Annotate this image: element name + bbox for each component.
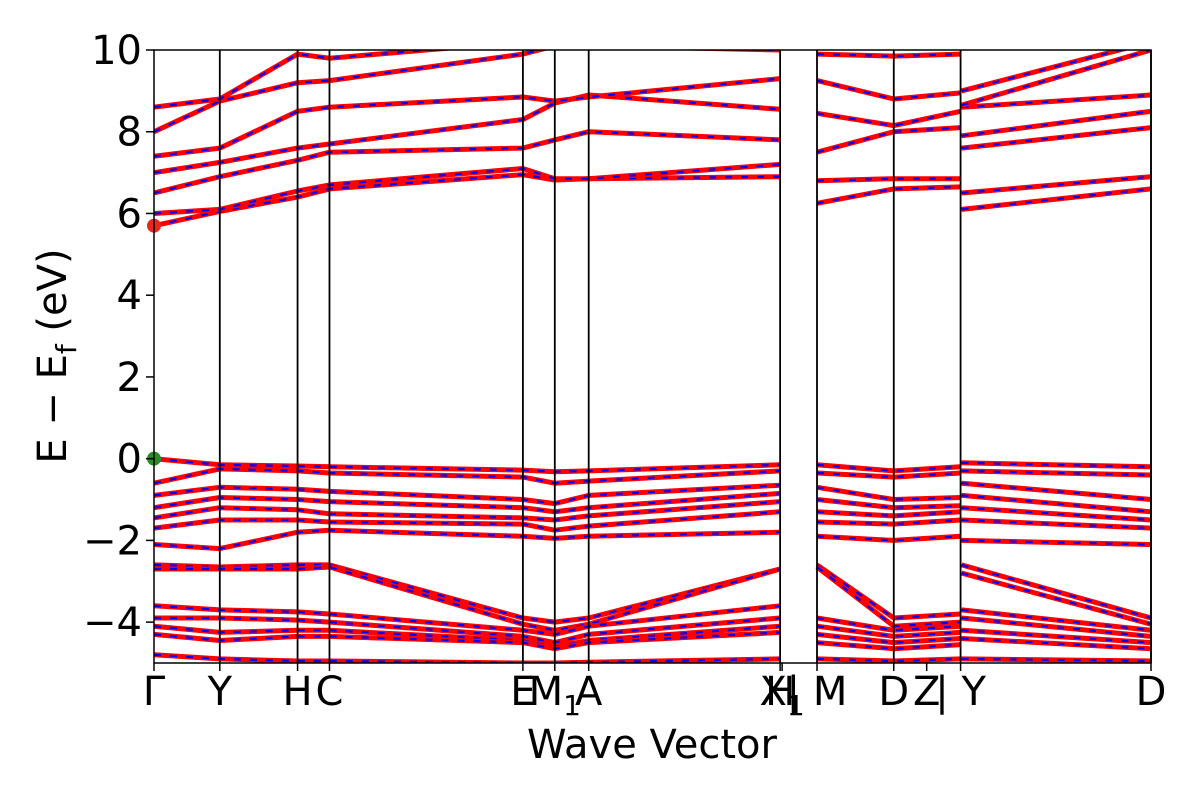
y-tick-label-1: 8 — [117, 110, 142, 156]
valence-band-5-spin-down-0 — [154, 510, 781, 532]
conduction-band-1-spin-down-0 — [154, 163, 781, 215]
conduction-band-2-spin-down-0 — [154, 130, 781, 195]
x-tick-label-8: X1 — [759, 669, 804, 722]
valence-band-7-spin-down-0 — [154, 563, 781, 624]
y-axis-label-subscript: f — [50, 343, 83, 354]
valence-band-4-spin-up-2 — [961, 505, 1151, 523]
valence-band-2-spin-up-2 — [961, 480, 1151, 502]
valence-band-7-spin-down-2 — [961, 563, 1151, 620]
valence-band-10-spin-down-0 — [154, 616, 781, 644]
x-tick-label-3: C — [316, 669, 344, 715]
x-tick-label-9: | M — [787, 669, 848, 715]
valence-band-12-spin-down-0 — [154, 631, 781, 650]
valence-band-10-spin-up-2 — [961, 615, 1151, 639]
plot-frame — [153, 49, 1152, 664]
conduction-band-5-spin-down-2 — [961, 50, 1151, 107]
valence-band-13-spin-down-0 — [154, 653, 781, 663]
valence-band-13-spin-up-2 — [961, 656, 1151, 663]
conduction-band-5-spin-down-0 — [154, 50, 781, 133]
x-tick-label-13: D — [1136, 669, 1167, 715]
x-tick-label-0: Γ — [143, 669, 166, 715]
y-tick-label-6: −2 — [83, 518, 142, 564]
conduction-band-3-spin-up-2 — [961, 108, 1151, 139]
x-tick-label-12: | Y — [935, 669, 986, 715]
x-tick-label-4: E — [510, 669, 535, 715]
x-tick-label-10: D — [878, 669, 909, 715]
y-tick-label-3: 4 — [117, 273, 142, 319]
y-tick-label-5: 0 — [117, 437, 142, 483]
conduction-band-4-spin-down-0 — [154, 77, 781, 158]
conduction-band-1-spin-up-2 — [961, 174, 1151, 196]
y-axis-ticks: 10 8 6 4 2 0 −2 −4 — [83, 28, 154, 646]
valence-band-0-spin-down-0 — [154, 457, 781, 473]
valence-band-6-spin-down-0 — [154, 529, 781, 550]
valence-band-5-spin-up-2 — [961, 517, 1151, 531]
conduction-band-6-spin-down-0 — [154, 50, 440, 109]
valence-band-3-spin-up-2 — [961, 492, 1151, 515]
x-tick-label-7: H — [765, 669, 795, 715]
x-axis-label: Wave Vector — [527, 722, 778, 768]
valence-band-11-spin-down-0 — [154, 625, 781, 648]
x-tick-label-1: Y — [207, 669, 233, 715]
y-tick-label-0: 10 — [91, 28, 142, 74]
valence-band-12-spin-up-2 — [961, 636, 1151, 652]
valence-band-1-spin-down-0 — [154, 467, 781, 485]
bands-layer — [154, 50, 1151, 663]
valence-band-1-spin-up-2 — [961, 468, 1151, 478]
conduction-band-2-spin-up-2 — [961, 125, 1151, 151]
valence-band-6-spin-up-2 — [961, 537, 1151, 547]
valence-band-4-spin-down-0 — [154, 500, 781, 522]
y-axis-label-main: E − E — [30, 354, 76, 464]
y-tick-label-4: 2 — [117, 355, 142, 401]
y-axis-label-unit: (eV) — [30, 248, 76, 344]
x-tick-label-5: M1 — [529, 669, 581, 722]
valence-band-11-spin-up-2 — [961, 627, 1151, 646]
conduction-band-0-spin-up-2 — [961, 186, 1151, 212]
valence-band-9-spin-down-0 — [154, 604, 781, 636]
valence-band-8-spin-down-2 — [961, 572, 1151, 626]
y-axis-label: E − Ef (eV) — [30, 248, 83, 463]
valence-band-0-spin-up-2 — [961, 460, 1151, 470]
conduction-band-6-spin-down-2 — [961, 50, 1124, 92]
y-tick-label-7: −4 — [83, 600, 142, 646]
x-tick-label-11: Z — [913, 669, 940, 715]
valence-band-2-spin-down-0 — [154, 484, 781, 505]
x-tick-label-6: A — [575, 669, 603, 715]
valence-band-3-spin-down-0 — [154, 492, 781, 513]
y-tick-label-2: 6 — [117, 191, 142, 237]
conduction-band-4-spin-up-2 — [961, 92, 1151, 110]
x-tick-label-2: H — [283, 669, 313, 715]
valence-band-9-spin-up-2 — [961, 607, 1151, 633]
